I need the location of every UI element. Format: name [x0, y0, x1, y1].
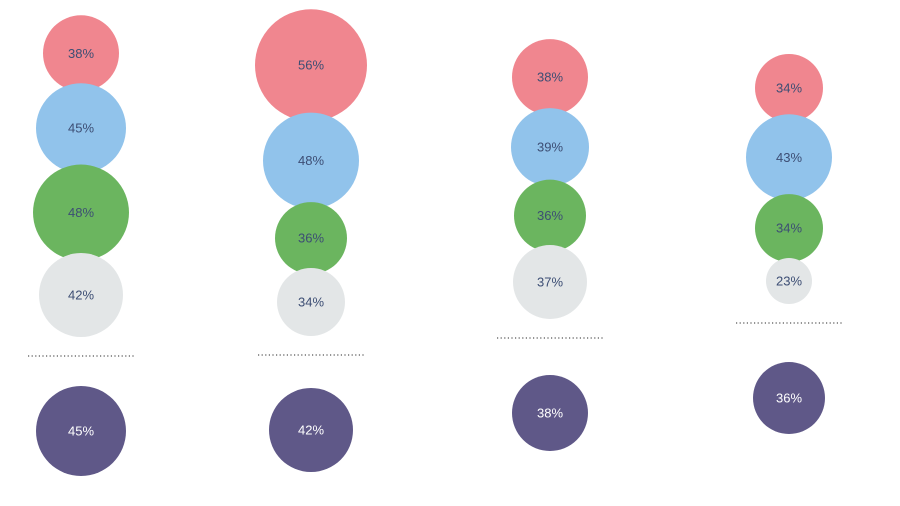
- bubble-total-label-4: 36%: [776, 391, 802, 406]
- bubble-total-label-1: 45%: [68, 424, 94, 439]
- bubble-gray-2: [277, 268, 345, 336]
- bubble-gray-4: [766, 258, 812, 304]
- bubble-green-3: [514, 179, 586, 252]
- bubble-blue-1: [36, 83, 126, 174]
- bubble-total-label-3: 38%: [537, 406, 563, 421]
- bubble-label-blue-2: 48%: [298, 153, 324, 168]
- bubble-green-1: [33, 164, 129, 261]
- bubble-gray-1: [39, 253, 123, 337]
- bubble-gray-3: [513, 245, 587, 319]
- bubble-blue-4: [746, 114, 832, 201]
- bubble-label-pink-3: 38%: [537, 70, 563, 85]
- bubble-group-4: 34% 43% 34% 23% 36%: [736, 54, 842, 434]
- bubble-total-label-2: 42%: [298, 423, 324, 438]
- bubble-total-1: [36, 386, 126, 476]
- bubble-label-blue-3: 39%: [537, 140, 563, 155]
- bubble-label-green-1: 48%: [68, 205, 94, 220]
- bubble-label-pink-1: 38%: [68, 46, 94, 61]
- bubble-total-4: [753, 362, 825, 434]
- bubble-blue-2: [263, 112, 359, 209]
- bubble-green-2: [275, 202, 347, 275]
- bubble-label-gray-2: 34%: [298, 295, 324, 310]
- bubble-group-3: 38% 39% 36% 37% 38%: [497, 39, 603, 451]
- bubble-label-blue-4: 43%: [776, 150, 802, 165]
- bubble-label-pink-2: 56%: [298, 58, 324, 73]
- bubble-label-green-4: 34%: [776, 221, 802, 236]
- bubble-label-pink-4: 34%: [776, 81, 802, 96]
- bubble-green-4: [755, 194, 823, 263]
- bubble-group-1: 38% 45% 48% 42% 45%: [28, 15, 134, 476]
- bubble-blue-3: [511, 108, 589, 187]
- bubble-pink-3: [512, 39, 588, 116]
- bubble-group-2: 56% 48% 36% 34% 42%: [255, 9, 367, 472]
- bubble-label-green-3: 36%: [537, 208, 563, 223]
- bubble-label-blue-1: 45%: [68, 121, 94, 136]
- bubble-label-green-2: 36%: [298, 231, 324, 246]
- bubble-total-2: [269, 388, 353, 472]
- bubble-pink-2: [255, 9, 367, 122]
- bubble-total-3: [512, 375, 588, 451]
- bubble-label-gray-1: 42%: [68, 288, 94, 303]
- bubble-pink-1: [43, 15, 119, 92]
- bubble-label-gray-4: 23%: [776, 274, 802, 289]
- bubble-pink-4: [755, 54, 823, 122]
- bubble-label-gray-3: 37%: [537, 275, 563, 290]
